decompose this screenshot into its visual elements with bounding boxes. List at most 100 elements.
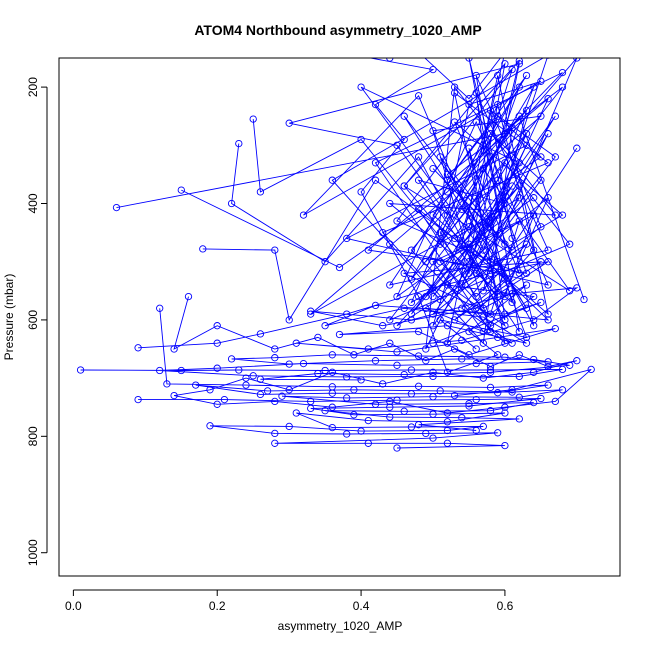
data-point [343,234,351,243]
data-point [472,395,480,404]
data-point [515,415,523,423]
data-point [307,307,315,315]
data-point [486,407,495,415]
data-point [364,246,372,254]
data-point [558,386,567,394]
data-point [443,409,452,417]
data-point [465,400,473,408]
series-11 [357,58,552,376]
data-point [429,292,437,301]
data-point [551,397,559,406]
data-point [364,439,372,447]
data-point [292,409,300,417]
data-point [573,284,581,292]
data-point [163,380,171,388]
series-line [138,398,541,449]
data-point [501,310,509,318]
data-point [558,68,567,77]
data-point [450,234,459,243]
data-point [494,333,502,342]
data-point [587,365,595,374]
data-point [357,188,365,196]
data-point [508,124,516,132]
data-point [271,345,279,353]
data-point [530,355,538,364]
data-point [530,246,538,254]
data-point [407,298,416,307]
data-point [235,366,243,374]
data-point [479,304,487,312]
data-point [242,374,250,382]
x-tick-label: 0.2 [209,599,226,613]
data-point [414,176,423,184]
data-point [465,258,473,266]
data-point [530,316,538,324]
data-point [177,366,185,375]
data-point [328,423,336,432]
data-point [414,421,423,429]
data-point [530,211,538,219]
data-point [436,316,444,324]
data-point [443,439,452,447]
data-point [551,153,559,161]
data-point [486,383,495,392]
data-point [371,301,380,310]
data-point [479,422,487,431]
data-point [544,310,552,318]
data-point [465,327,473,336]
data-point [501,275,509,283]
data-point [544,381,552,389]
data-point [494,351,502,359]
plot-frame [58,57,621,577]
x-tick-label: 0.0 [65,599,82,613]
series-line [80,354,570,381]
y-tick-label: 800 [26,426,40,446]
data-point [249,372,257,380]
data-point [558,83,567,91]
data-point [213,322,221,330]
data-point [414,327,423,336]
y-tick-label: 400 [26,193,40,213]
series-9 [134,258,581,359]
data-point [414,205,423,213]
data-point [522,339,531,347]
data-point [486,223,495,231]
data-point [544,281,552,289]
data-point [213,364,221,372]
data-point [530,292,538,301]
data-point [407,366,416,374]
data-point [386,339,394,347]
data-point [400,135,408,144]
data-point [530,322,538,330]
data-point [465,58,473,62]
data-point [386,240,394,248]
data-point [530,194,538,202]
data-point [256,375,265,383]
data-point [414,352,423,360]
data-point [544,358,552,366]
data-point [508,65,516,74]
data-point [450,316,459,324]
data-point [414,382,423,390]
data-point [285,316,293,324]
data-point [458,355,466,363]
data-point [558,365,567,374]
data-point [501,353,509,361]
data-point [544,246,552,254]
data-point [393,348,401,356]
data-point [530,398,538,407]
data-point [544,159,552,167]
data-point [494,112,502,120]
data-point [307,310,315,318]
data-point [522,281,531,289]
data-point [386,316,394,324]
data-point [350,386,358,394]
data-point [458,336,466,344]
data-point [386,281,394,289]
data-point [235,139,243,148]
data-point [443,176,452,184]
data-point [307,404,315,413]
data-point [314,369,322,378]
data-point [465,402,473,410]
data-point [177,186,185,194]
